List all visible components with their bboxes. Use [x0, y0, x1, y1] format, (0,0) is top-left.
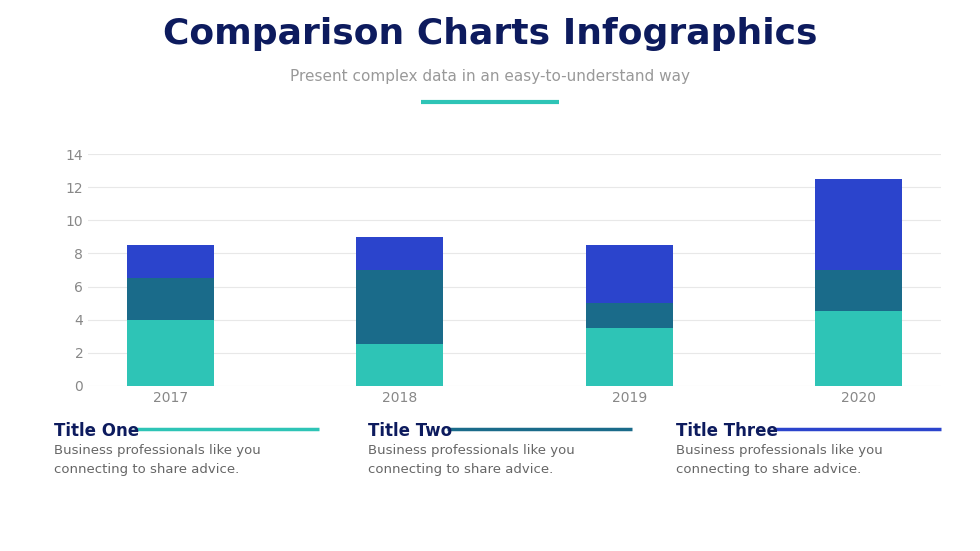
Bar [815, 270, 902, 311]
Bar [586, 303, 672, 328]
Text: Title Two: Title Two [368, 422, 452, 440]
Text: Title Three: Title Three [676, 422, 778, 440]
Bar [357, 270, 443, 344]
Bar [815, 311, 902, 386]
Text: Business professionals like you
connecting to share advice.: Business professionals like you connecti… [368, 444, 574, 476]
Text: Business professionals like you
connecting to share advice.: Business professionals like you connecti… [54, 444, 261, 476]
Bar [127, 278, 214, 320]
Text: Business professionals like you
connecting to share advice.: Business professionals like you connecti… [676, 444, 883, 476]
Text: Title One: Title One [54, 422, 139, 440]
Bar [357, 237, 443, 270]
Bar [127, 245, 214, 278]
Bar [357, 344, 443, 386]
Bar [586, 328, 672, 386]
Bar [815, 179, 902, 270]
Text: Comparison Charts Infographics: Comparison Charts Infographics [163, 17, 817, 51]
Bar [586, 245, 672, 303]
Bar [127, 320, 214, 386]
Text: Present complex data in an easy-to-understand way: Present complex data in an easy-to-under… [290, 69, 690, 84]
